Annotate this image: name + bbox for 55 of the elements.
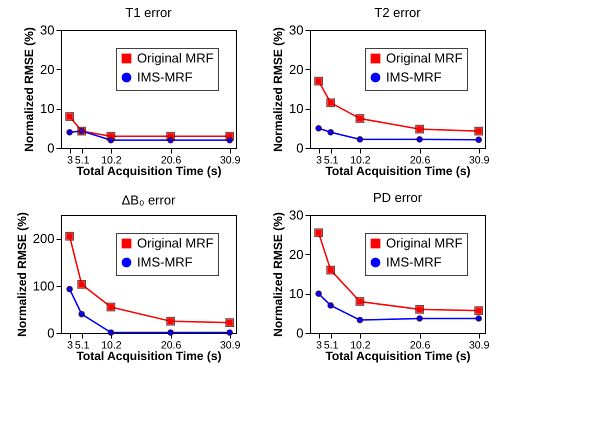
x-tick-label: 3 <box>316 340 322 352</box>
y-tick-label: 30 <box>289 208 304 222</box>
legend-label: IMS-MRF <box>386 254 442 270</box>
x-tick-label: 5.1 <box>74 154 90 166</box>
x-axis-title: Total Acquisition Time (s) <box>76 164 222 178</box>
x-tick-label: 10.2 <box>101 154 122 166</box>
x-tick-label: 30.9 <box>468 340 490 352</box>
y-tick-label: 0 <box>47 140 54 156</box>
y-axis-title: Normalized RMSE (%) <box>271 27 286 152</box>
legend-label: Original MRF <box>386 50 463 66</box>
legend-label: IMS-MRF <box>386 70 442 84</box>
x-tick-label: 20.6 <box>160 340 182 352</box>
chart-title: T2 error <box>374 5 422 20</box>
chart-title: PD error <box>372 190 423 205</box>
legend-label: IMS-MRF <box>137 254 193 270</box>
y-tick-label: 10 <box>289 101 304 116</box>
y-tick-label: 30 <box>40 22 54 38</box>
y-tick-label: 30 <box>289 22 304 38</box>
x-tick-label: 5.1 <box>74 340 90 352</box>
y-axis-title: Normalized RMSE (%) <box>271 212 286 337</box>
y-tick-label: 10 <box>40 101 54 116</box>
y-tick-label: 20 <box>289 246 304 262</box>
x-tick-label: 20.6 <box>410 154 430 166</box>
x-tick-label: 30.9 <box>468 154 490 166</box>
y-tick-label: 0 <box>47 326 54 340</box>
x-tick-label: 20.6 <box>410 340 430 352</box>
x-tick-label: 3 <box>316 154 322 166</box>
x-tick-label: 20.6 <box>160 154 182 166</box>
y-tick-label: 20 <box>40 62 54 77</box>
x-tick-label: 30.9 <box>220 340 241 352</box>
x-tick-label: 5.1 <box>324 154 339 166</box>
chart-title: T1 error <box>125 5 172 20</box>
x-tick-label: 3 <box>67 340 74 352</box>
y-tick-label: 20 <box>289 62 304 77</box>
x-axis-title: Total Acquisition Time (s) <box>325 349 471 363</box>
y-axis-title: Normalized RMSE (%) <box>22 27 36 152</box>
y-tick-label: 0 <box>296 326 304 340</box>
x-tick-label: 5.1 <box>324 340 339 352</box>
x-tick-label: 30.9 <box>220 154 241 166</box>
x-tick-label: 10.2 <box>101 340 122 352</box>
legend-label: Original MRF <box>137 50 214 66</box>
x-axis-title: Total Acquisition Time (s) <box>325 164 471 178</box>
y-tick-label: 10 <box>289 286 304 302</box>
legend-label: Original MRF <box>137 236 214 250</box>
y-tick-label: 0 <box>296 140 304 156</box>
y-tick-label: 100 <box>32 278 54 294</box>
chart-title: ΔB₀ error <box>122 192 176 208</box>
x-tick-label: 10.2 <box>350 340 371 352</box>
legend-label: IMS-MRF <box>137 70 193 84</box>
x-tick-label: 3 <box>67 154 74 166</box>
legend-label: Original MRF <box>386 236 463 250</box>
x-axis-title: Total Acquisition Time (s) <box>76 349 222 363</box>
y-axis-title: Normalized RMSE (%) <box>14 212 29 337</box>
y-tick-label: 200 <box>32 231 54 246</box>
x-tick-label: 10.2 <box>350 154 371 166</box>
